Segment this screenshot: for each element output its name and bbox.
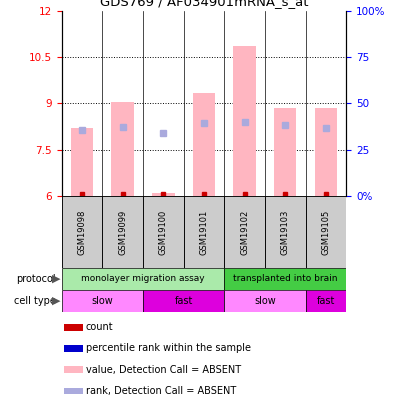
Text: transplanted into brain: transplanted into brain — [233, 275, 338, 284]
Bar — [265, 196, 306, 268]
Bar — [62, 268, 224, 290]
Text: slow: slow — [254, 296, 276, 306]
Bar — [64, 388, 83, 394]
Bar — [152, 193, 174, 196]
Bar — [315, 108, 337, 196]
Bar — [64, 366, 83, 373]
Text: GSM19102: GSM19102 — [240, 209, 249, 254]
Text: GSM19103: GSM19103 — [281, 209, 290, 255]
Bar — [306, 196, 346, 268]
Bar — [193, 93, 215, 196]
Text: rank, Detection Call = ABSENT: rank, Detection Call = ABSENT — [86, 386, 236, 396]
Bar — [224, 290, 306, 312]
Bar — [143, 290, 224, 312]
Bar — [64, 345, 83, 352]
Bar — [111, 102, 134, 196]
Text: GSM19100: GSM19100 — [159, 209, 168, 254]
Bar — [183, 196, 224, 268]
Text: fast: fast — [317, 296, 335, 306]
Title: GDS769 / AF034901mRNA_s_at: GDS769 / AF034901mRNA_s_at — [100, 0, 308, 9]
Bar — [224, 196, 265, 268]
Text: value, Detection Call = ABSENT: value, Detection Call = ABSENT — [86, 364, 241, 375]
Text: GSM19105: GSM19105 — [322, 209, 330, 254]
Text: monolayer migration assay: monolayer migration assay — [81, 275, 205, 284]
Bar — [224, 268, 346, 290]
Bar — [234, 46, 256, 196]
Bar — [102, 196, 143, 268]
Text: fast: fast — [174, 296, 193, 306]
Bar — [62, 290, 143, 312]
Text: percentile rank within the sample: percentile rank within the sample — [86, 343, 251, 354]
Bar — [306, 290, 346, 312]
Bar — [274, 108, 297, 196]
Text: protocol: protocol — [16, 274, 56, 284]
Text: slow: slow — [92, 296, 113, 306]
Text: ▶: ▶ — [52, 296, 60, 306]
Bar — [71, 128, 93, 196]
Text: cell type: cell type — [14, 296, 56, 306]
Bar — [143, 196, 183, 268]
Bar — [64, 324, 83, 330]
Text: GSM19098: GSM19098 — [78, 209, 86, 255]
Bar — [62, 196, 102, 268]
Text: GSM19101: GSM19101 — [199, 209, 209, 254]
Text: GSM19099: GSM19099 — [118, 209, 127, 254]
Text: ▶: ▶ — [52, 274, 60, 284]
Text: count: count — [86, 322, 113, 332]
